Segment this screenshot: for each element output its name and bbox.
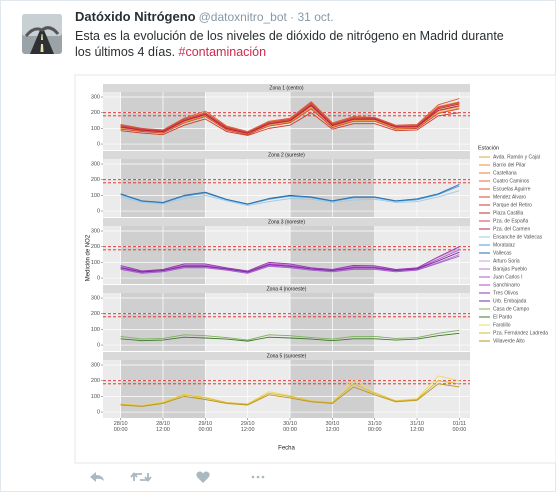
y-tick-label: 100	[91, 260, 100, 266]
action-more[interactable]	[251, 475, 265, 479]
x-tick-label: 29/10 12:00	[240, 421, 255, 433]
series-line	[120, 190, 460, 207]
legend-label: Juan Carlos I	[493, 274, 522, 280]
legend-label: Barajas Pueblo	[493, 266, 527, 272]
y-tick-label: 100	[91, 193, 100, 199]
legend-label: Moratalaz	[493, 242, 515, 248]
x-tick-label: 30/10 00:00	[283, 421, 297, 433]
strip	[103, 84, 470, 92]
legend-label: Parque del Retiro	[493, 202, 532, 208]
series-line	[120, 375, 460, 406]
panel-title: Zona 3 (noreste)	[268, 220, 305, 226]
series-line	[120, 183, 460, 205]
series-line	[120, 98, 460, 132]
strip	[103, 352, 470, 360]
y-tick-label: 0	[97, 141, 100, 147]
y-tick-label: 300	[91, 161, 100, 167]
series-line	[120, 246, 460, 272]
y-tick-label: 300	[91, 295, 100, 301]
x-tick-label: 29/10 00:00	[198, 421, 213, 433]
series-line	[120, 107, 460, 135]
x-tick-label: 01/11 00:00	[452, 421, 467, 433]
series-line	[120, 329, 460, 341]
legend-label: Ensanche de Vallecas	[493, 234, 543, 240]
x-tick-label: 31/10 12:00	[410, 421, 424, 433]
series-line	[120, 108, 460, 136]
y-tick-label: 200	[91, 311, 100, 317]
y-tick-label: 0	[97, 275, 100, 281]
series-line	[120, 254, 460, 274]
avatar[interactable]	[22, 14, 62, 54]
y-tick-label: 200	[91, 110, 100, 116]
series-line	[120, 185, 460, 205]
panel-title: Zona 2 (sureste)	[268, 153, 305, 159]
series-line	[120, 102, 460, 133]
y-tick-label: 300	[91, 94, 100, 100]
x-tick-label: 28/10 12:00	[156, 421, 170, 433]
legend-label: El Pardo	[493, 314, 512, 320]
tweet-text: los últimos 4 días. #contaminación	[75, 45, 266, 59]
legend-label: Villaverde Alto	[493, 338, 525, 344]
action-like[interactable]	[196, 471, 210, 484]
panel-title: Zona 5 (suroeste)	[267, 354, 307, 360]
legend-label: Urb. Embajada	[493, 298, 527, 304]
y-tick-label: 200	[91, 378, 100, 384]
x-tick-label: 28/10 00:00	[113, 421, 128, 433]
x-tick-label: 31/10 00:00	[367, 421, 382, 433]
series-line	[120, 332, 460, 342]
legend-label: Pza. del Carmen	[493, 226, 530, 232]
panel-title: Zona 4 (noroeste)	[267, 287, 307, 293]
series-line	[120, 380, 460, 407]
tweet-header: Datóxido Nitrógeno @datoxnitro_bot · 31 o…	[75, 9, 334, 24]
action-retweet[interactable]	[130, 472, 152, 482]
strip	[103, 151, 470, 159]
action-reply[interactable]	[90, 472, 104, 482]
legend-label: Farolillo	[493, 322, 511, 328]
legend-label: Cuatro Caminos	[493, 178, 530, 184]
legend-label: Barrio del Pilar	[493, 162, 526, 168]
series-line	[120, 105, 460, 134]
x-tick-label: 30/10 12:00	[325, 421, 340, 433]
legend-label: Arturo Soria	[493, 258, 520, 264]
author-name[interactable]: Datóxido Nitrógeno	[75, 9, 196, 24]
legend-label: Casa de Campo	[493, 306, 529, 312]
legend-label: Avda. Ramón y Cajal	[493, 154, 540, 160]
y-tick-label: 0	[97, 208, 100, 214]
tweet-text: los últimos 4 días.	[75, 45, 176, 59]
y-tick-label: 0	[97, 409, 100, 415]
y-tick-label: 0	[97, 342, 100, 348]
hashtag[interactable]: #contaminación	[178, 45, 267, 59]
y-tick-label: 200	[91, 177, 100, 183]
y-tick-label: 100	[91, 327, 100, 333]
author-meta: @datoxnitro_bot · 31 oct.	[198, 10, 334, 24]
y-tick-label: 300	[91, 228, 100, 234]
series-line	[120, 255, 460, 274]
legend-label: Sanchinarro	[493, 282, 520, 288]
y-tick-label: 200	[91, 244, 100, 250]
series-line	[120, 112, 460, 136]
legend-label: Plaza Castilla	[493, 210, 524, 216]
legend-label: Pza. de España	[493, 218, 529, 224]
tweet-text: Esta es la evolución de los niveles de d…	[75, 29, 504, 43]
legend-label: Tres Olivos	[493, 290, 519, 296]
panel-title: Zona 1 (centro)	[269, 86, 304, 92]
y-tick-label: 100	[91, 394, 100, 400]
legend-label: Vallecas	[493, 250, 512, 256]
y-axis-label: Medición de NO2	[86, 234, 92, 281]
legend-label: Pza. Fernández Ladreda	[493, 330, 548, 336]
y-tick-label: 300	[91, 362, 100, 368]
x-axis-label: Fecha	[278, 446, 295, 452]
series-line	[120, 251, 460, 273]
series-line	[120, 383, 460, 407]
strip	[103, 285, 470, 293]
legend-label: Escuelas Aguirre	[493, 186, 531, 192]
y-tick-label: 100	[91, 126, 100, 132]
legend-label: Mendez Alvaro	[493, 194, 526, 200]
legend-label: Castellana	[493, 170, 517, 176]
strip	[103, 218, 470, 226]
legend-title: Estación	[478, 145, 499, 151]
